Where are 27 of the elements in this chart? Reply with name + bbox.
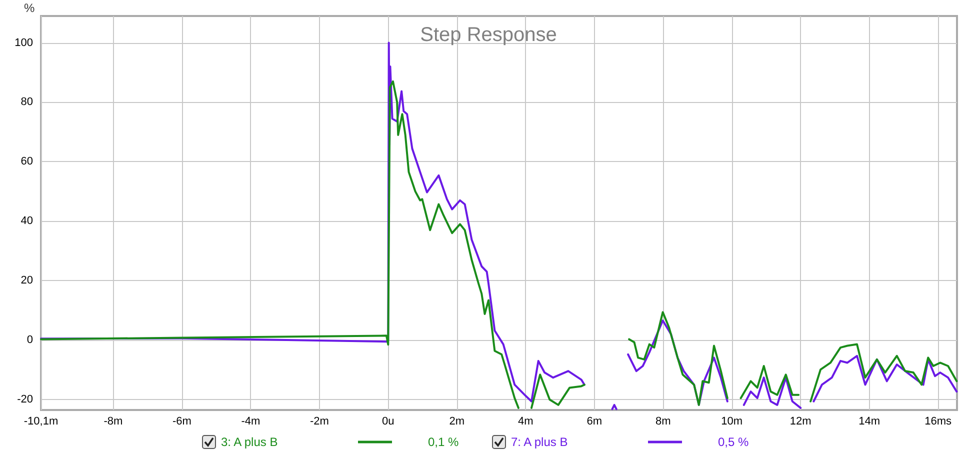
chart-title: Step Response <box>420 24 557 46</box>
x-tick-label: 16ms <box>924 416 952 428</box>
x-tick-label: 0u <box>382 416 394 428</box>
text: 3: A plus B <box>221 435 279 449</box>
text: 0,5 % <box>718 435 749 449</box>
x-tick-label: 14m <box>858 416 880 428</box>
y-tick-label: 0 <box>26 334 33 346</box>
x-tick-label: 6m <box>586 416 602 428</box>
y-tick-label: 100 <box>14 36 33 49</box>
x-tick-label: -4m <box>241 416 260 428</box>
y-tick-label: 20 <box>20 274 33 287</box>
x-tick-label: 10m <box>721 416 743 428</box>
y-tick-label: 80 <box>20 96 33 108</box>
y-tick-label: 40 <box>20 215 33 228</box>
y-axis-title: % <box>24 1 35 15</box>
x-tick-label: 4m <box>518 416 534 428</box>
y-tick-label: -20 <box>17 394 33 406</box>
x-tick-label: 2m <box>449 416 465 428</box>
x-tick-label: -10,1m <box>24 416 58 428</box>
x-tick-label: 8m <box>655 416 671 428</box>
text: 7: A plus B <box>511 435 569 449</box>
x-tick-label: -8m <box>104 416 123 428</box>
y-tick-label: 60 <box>20 156 33 168</box>
x-tick-label: -2m <box>310 416 329 428</box>
x-tick-label: -6m <box>172 416 192 428</box>
x-tick-label: 12m <box>790 416 812 428</box>
text: 0,1 % <box>428 435 459 449</box>
